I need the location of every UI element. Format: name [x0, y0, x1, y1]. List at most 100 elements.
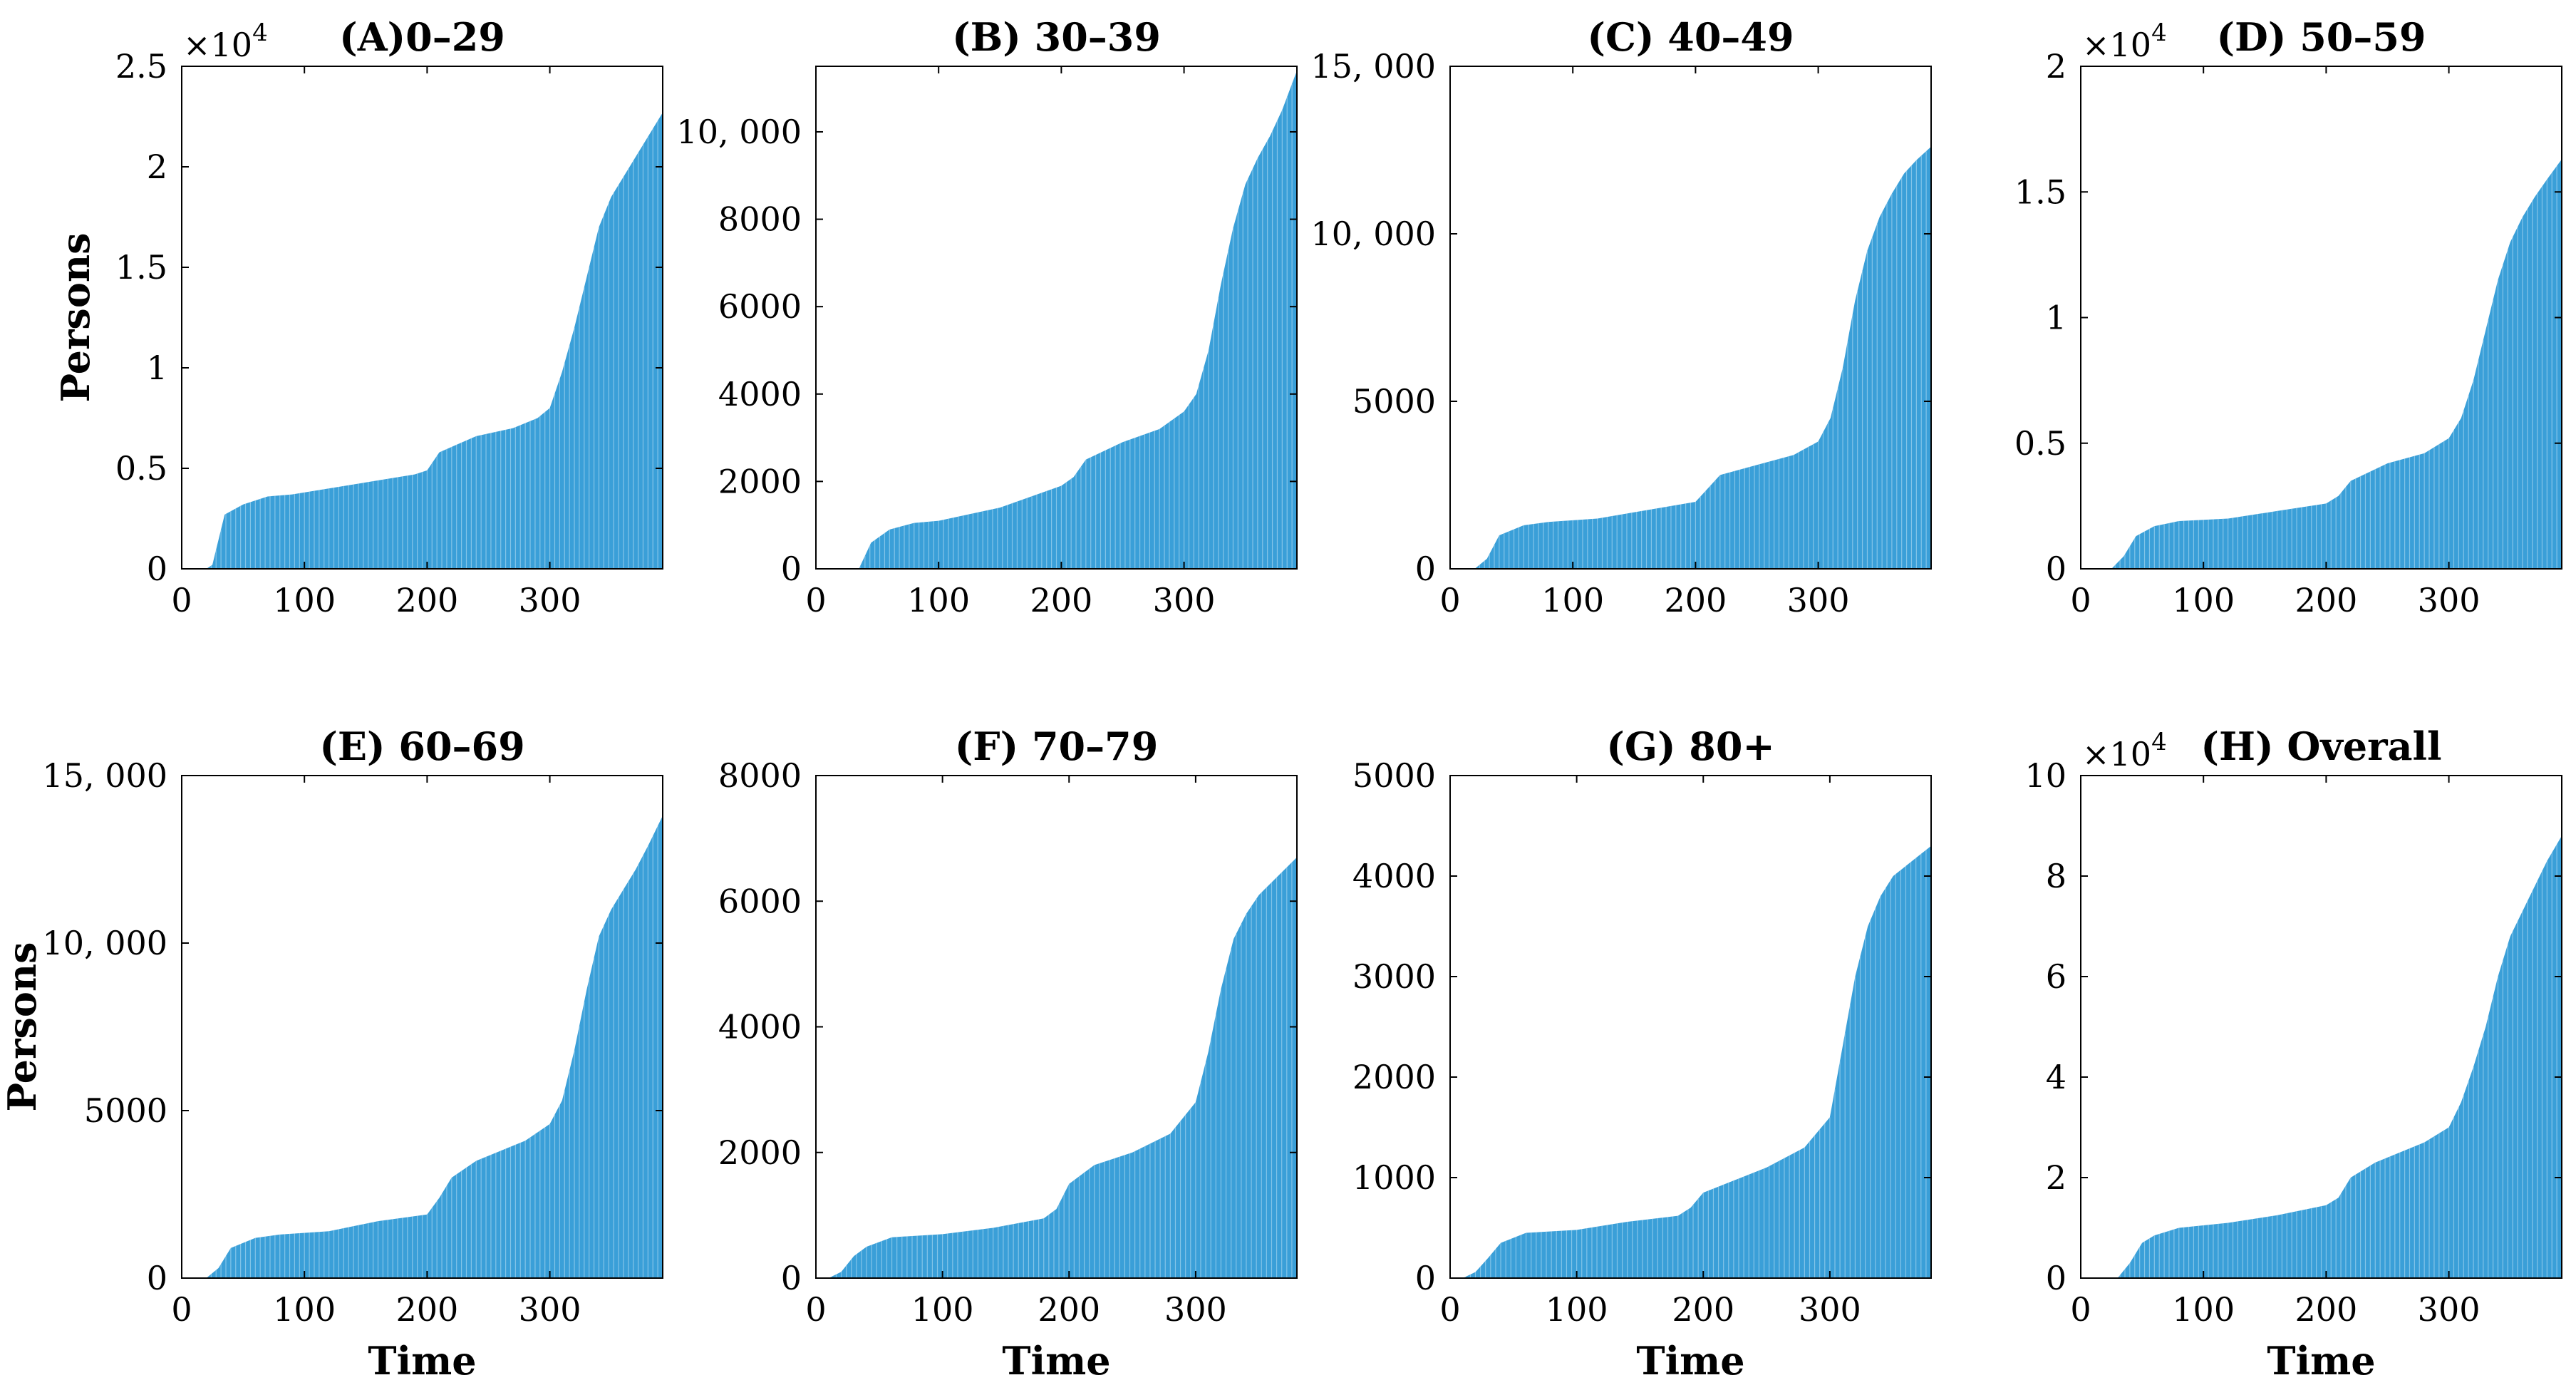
- axes-box: [1449, 775, 1932, 1279]
- y-tick-label: 0: [781, 1259, 802, 1297]
- axes-box: [2080, 775, 2562, 1279]
- y-tick-label: 0: [2046, 550, 2067, 588]
- bar-area: [182, 815, 663, 1278]
- y-tick-label: 2000: [1352, 1058, 1436, 1096]
- panel-2: 0 100 200 300 0 5000 10, 000 15, 000 (C) 40–49: [1310, 14, 1932, 619]
- x-tick-label: 0: [171, 1290, 192, 1329]
- y-tick-label: 3000: [1352, 957, 1436, 996]
- y-tick-label: 4: [2046, 1058, 2067, 1096]
- y-tick-label: 2000: [718, 1133, 802, 1172]
- panel-1: 0 100 200 300 0 2000 4000 6000 8000 10, 000 (B) 30…: [676, 14, 1298, 619]
- x-tick-label: 200: [1672, 1290, 1734, 1329]
- y-tick-label: 10, 000: [676, 113, 802, 151]
- y-tick-label: 0: [781, 550, 802, 588]
- x-tick-label: 0: [2070, 1290, 2091, 1329]
- y-tick-label: 2: [147, 148, 167, 186]
- x-tick-label: 300: [1799, 1290, 1861, 1329]
- x-tick-label: 100: [2172, 1290, 2235, 1329]
- x-tick-label: 0: [171, 581, 192, 619]
- x-tick-label: 200: [395, 581, 458, 619]
- x-tick-label: 300: [2418, 1290, 2481, 1329]
- x-tick-label: 0: [1439, 1290, 1460, 1329]
- x-axis-label: Time: [2267, 1338, 2375, 1384]
- panel-4: 0 100 200 300 0 5000 10, 000 15, 000 (E) 60–69 Pe…: [0, 724, 663, 1384]
- x-axis-label: Time: [1002, 1338, 1110, 1384]
- y-tick-label: 0.5: [2014, 424, 2067, 463]
- panel-title: (D) 50–59: [2216, 14, 2426, 60]
- y-tick-label: 15, 000: [42, 756, 167, 795]
- x-tick-label: 300: [1164, 1290, 1227, 1329]
- y-multiplier-exponent: 4: [2151, 728, 2167, 756]
- x-tick-label: 100: [273, 1290, 336, 1329]
- y-tick-label: 5000: [1352, 382, 1436, 421]
- x-tick-label: 100: [911, 1290, 974, 1329]
- y-tick-label: 8: [2046, 857, 2067, 895]
- y-axis-label: Persons: [0, 942, 45, 1111]
- x-axis-label: Time: [1636, 1338, 1744, 1384]
- y-tick-label: 1: [2046, 299, 2067, 337]
- y-tick-label: 6000: [718, 287, 802, 326]
- y-tick-label: 1.5: [115, 248, 167, 287]
- x-tick-label: 200: [1030, 581, 1092, 619]
- panel-title: (A)0–29: [339, 14, 505, 60]
- y-tick-label: 8000: [718, 756, 802, 795]
- x-tick-label: 0: [805, 581, 826, 619]
- y-tick-label: 1: [147, 349, 167, 387]
- y-multiplier: ×104: [2082, 728, 2167, 773]
- x-tick-label: 100: [273, 581, 336, 619]
- y-tick-label: 0: [2046, 1259, 2067, 1297]
- bar-area: [2081, 159, 2562, 570]
- x-tick-label: 100: [2172, 581, 2235, 619]
- bar-area: [2081, 835, 2562, 1278]
- bar-area: [1450, 146, 1931, 570]
- y-multiplier: ×104: [183, 19, 268, 64]
- panel-title: (B) 30–39: [952, 14, 1161, 60]
- y-tick-label: 15, 000: [1310, 47, 1436, 86]
- x-tick-label: 0: [805, 1290, 826, 1329]
- y-tick-label: 2: [2046, 47, 2067, 86]
- x-tick-label: 300: [1787, 581, 1850, 619]
- bar-area: [182, 112, 663, 570]
- axes-box: [181, 66, 663, 570]
- y-tick-label: 4000: [718, 375, 802, 413]
- x-tick-label: 200: [2295, 1290, 2357, 1329]
- y-multiplier-exponent: 4: [252, 19, 268, 47]
- y-tick-label: 6: [2046, 957, 2067, 996]
- bar-area: [1450, 845, 1931, 1278]
- y-tick-label: 2000: [718, 462, 802, 500]
- y-tick-label: 5000: [84, 1091, 167, 1130]
- x-tick-label: 300: [1153, 581, 1216, 619]
- y-tick-label: 10: [2024, 756, 2067, 795]
- bar-area: [816, 71, 1297, 569]
- y-tick-label: 2.5: [115, 47, 167, 86]
- x-tick-label: 100: [1546, 1290, 1608, 1329]
- axes-box: [1449, 66, 1932, 570]
- x-tick-label: 200: [1038, 1290, 1100, 1329]
- y-tick-label: 10, 000: [42, 924, 167, 962]
- y-tick-label: 1.5: [2014, 173, 2067, 211]
- axes-box: [815, 66, 1298, 570]
- y-tick-label: 0: [1415, 550, 1436, 588]
- y-multiplier-exponent: 4: [2151, 19, 2167, 47]
- x-tick-label: 100: [907, 581, 970, 619]
- panel-0: 0 100 200 300 0 0.5 1 1.5 2 2.5 (A)0–29 ×104 Persons: [53, 14, 663, 619]
- x-tick-label: 100: [1541, 581, 1604, 619]
- panel-title: (G) 80+: [1606, 724, 1774, 769]
- x-tick-label: 0: [1439, 581, 1460, 619]
- y-tick-label: 8000: [718, 200, 802, 239]
- y-tick-label: 0: [147, 550, 167, 588]
- y-multiplier: ×104: [2082, 19, 2167, 64]
- panel-title: (H) Overall: [2200, 724, 2441, 769]
- y-tick-label: 2: [2046, 1158, 2067, 1197]
- y-tick-label: 5000: [1352, 756, 1436, 795]
- panel-5: 0 100 200 300 0 2000 4000 6000 8000 (F) 70–79 Time: [718, 724, 1298, 1384]
- axes-box: [181, 775, 663, 1279]
- x-tick-label: 300: [2418, 581, 2481, 619]
- y-tick-label: 0: [1415, 1259, 1436, 1297]
- panel-title: (C) 40–49: [1587, 14, 1794, 60]
- y-tick-label: 0: [147, 1259, 167, 1297]
- x-tick-label: 0: [2070, 581, 2091, 619]
- y-axis-label: Persons: [53, 232, 98, 402]
